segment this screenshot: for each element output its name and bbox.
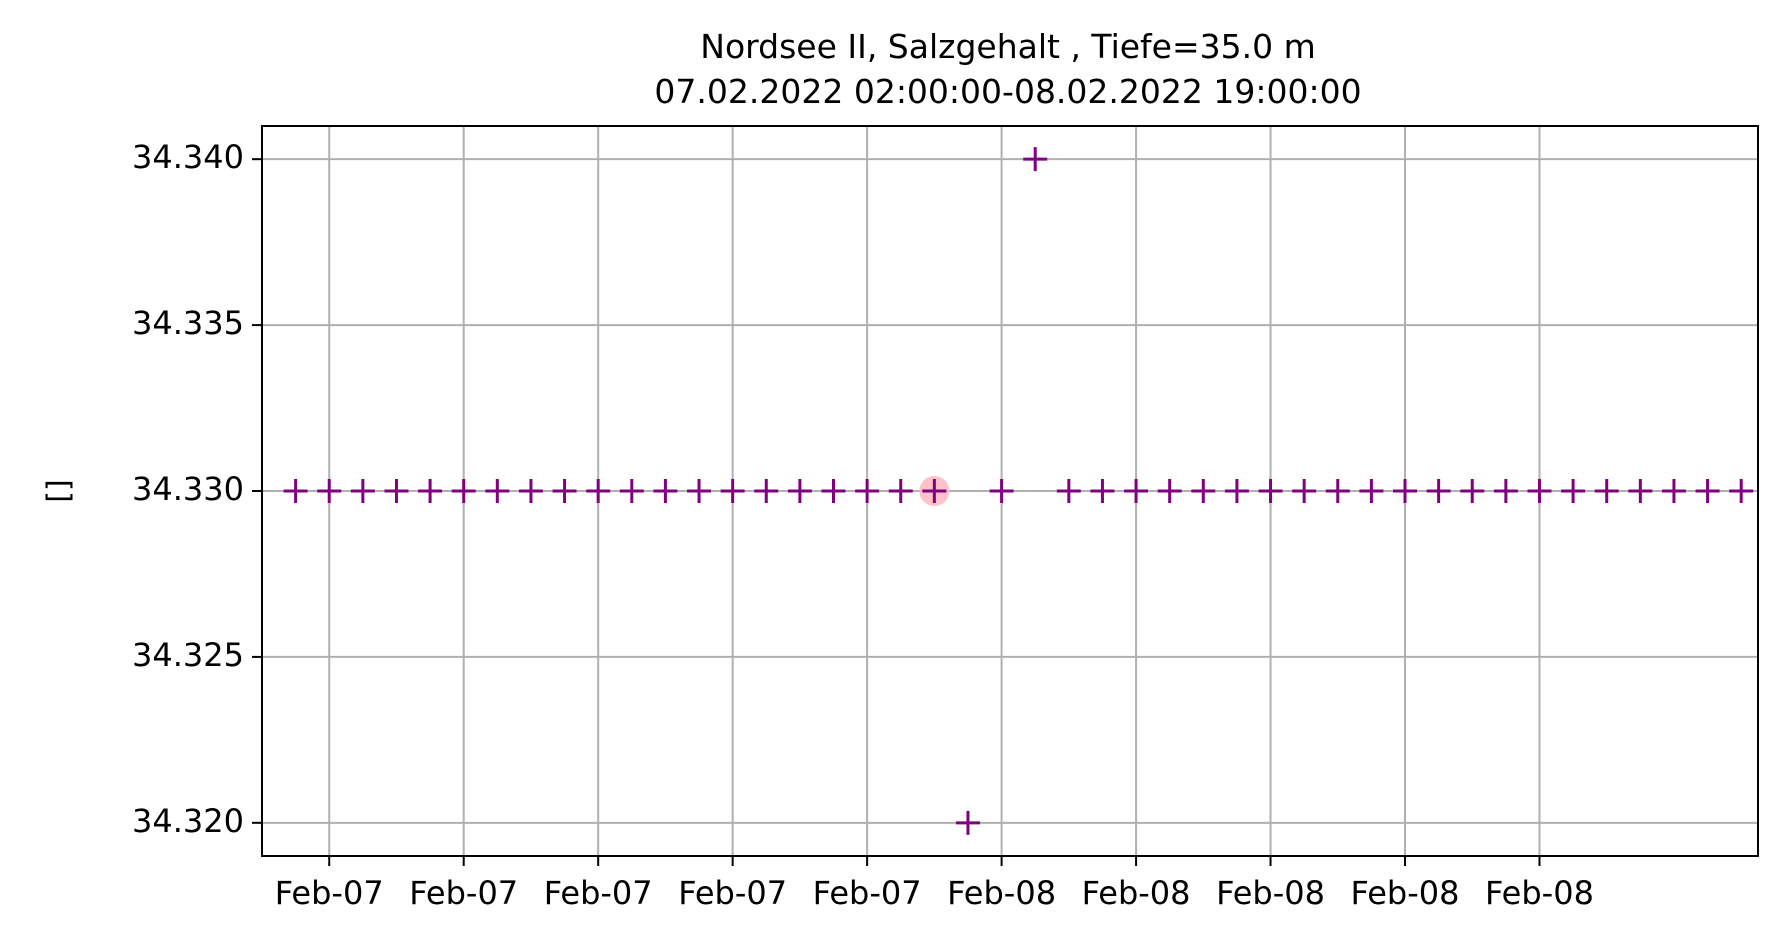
data-point	[619, 479, 644, 503]
chart-title: Nordsee II, Salzgehalt , Tiefe=35.0 m	[700, 27, 1315, 66]
data-point	[754, 479, 779, 503]
data-point	[1056, 479, 1081, 503]
x-tick-label: Feb-07	[678, 874, 787, 912]
data-point	[922, 479, 947, 503]
data-point	[888, 479, 913, 503]
data-point	[787, 479, 812, 503]
data-point	[552, 479, 577, 503]
x-tick-label: Feb-08	[1082, 874, 1191, 912]
data-point	[283, 479, 308, 503]
data-point	[1561, 479, 1586, 503]
x-tick-label: Feb-08	[1485, 874, 1594, 912]
data-point	[1426, 479, 1451, 503]
data-point	[1729, 479, 1754, 503]
y-axis-label: []	[42, 479, 77, 502]
chart-subtitle: 07.02.2022 02:00:00-08.02.2022 19:00:00	[654, 72, 1361, 111]
y-tick-label: 34.325	[132, 636, 244, 674]
x-tick-label: Feb-08	[1351, 874, 1460, 912]
data-point	[1695, 479, 1720, 503]
data-point	[1527, 479, 1552, 503]
data-point	[1594, 479, 1619, 503]
y-tick-label: 34.335	[132, 304, 244, 342]
data-point	[485, 479, 510, 503]
data-point	[451, 479, 476, 503]
data-point	[855, 479, 880, 503]
data-point	[384, 479, 409, 503]
data-point	[1090, 479, 1115, 503]
data-point	[418, 479, 443, 503]
data-point	[1359, 479, 1384, 503]
x-tick-label: Feb-08	[947, 874, 1056, 912]
data-point	[1023, 147, 1048, 172]
x-tick-label: Feb-08	[1216, 874, 1325, 912]
data-point	[1628, 479, 1653, 503]
y-tick-label: 34.340	[132, 138, 244, 176]
data-point	[720, 479, 745, 503]
data-point	[317, 479, 342, 503]
data-point	[1258, 479, 1283, 503]
data-point	[350, 479, 375, 503]
data-point	[687, 479, 712, 503]
data-point	[653, 479, 678, 503]
x-tick-label: Feb-07	[409, 874, 518, 912]
data-point	[1493, 479, 1518, 503]
data-point	[821, 479, 846, 503]
x-tick-label: Feb-07	[275, 874, 384, 912]
data-point	[586, 479, 611, 503]
data-point	[518, 479, 543, 503]
plot-frame	[261, 125, 1759, 857]
data-point	[1292, 479, 1317, 503]
data-point	[1157, 479, 1182, 503]
x-tick-label: Feb-07	[544, 874, 653, 912]
y-tick-label: 34.330	[132, 470, 244, 508]
axis-ticks: 34.320 34.325 34.330 34.335 34.340 Feb-07 Feb-…	[132, 138, 1594, 912]
data-point	[1191, 479, 1216, 503]
data-points	[283, 147, 1754, 835]
data-point	[1460, 479, 1485, 503]
data-point	[1224, 479, 1249, 503]
data-point	[1661, 479, 1686, 503]
y-tick-label: 34.320	[132, 802, 244, 840]
data-point	[955, 810, 980, 835]
data-point	[1325, 479, 1350, 503]
data-point	[989, 479, 1014, 503]
data-point	[1124, 479, 1149, 503]
x-tick-label: Feb-07	[813, 874, 922, 912]
data-point	[1393, 479, 1418, 503]
